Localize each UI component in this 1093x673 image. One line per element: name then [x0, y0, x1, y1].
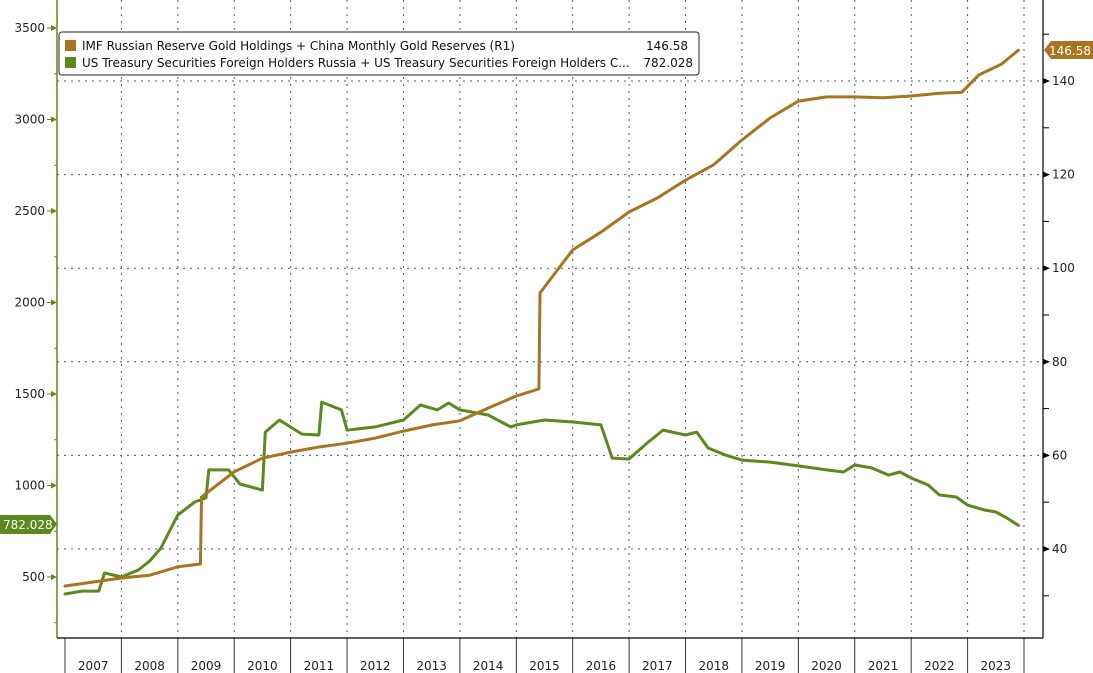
- left-tick-mark: [51, 25, 57, 31]
- left-tick-label: 2500: [14, 204, 45, 218]
- x-tick-label: 2010: [247, 659, 278, 673]
- series-layer: [63, 48, 1020, 596]
- right-tick-label: 140: [1052, 74, 1075, 88]
- badge-treasury-text: 782.028: [3, 518, 53, 532]
- x-tick-label: 2018: [698, 659, 729, 673]
- right-tick-mark: [1043, 358, 1050, 365]
- left-tick-label: 1000: [14, 479, 45, 493]
- x-tick-label: 2008: [134, 659, 165, 673]
- last-value-badge-gold: 146.58: [1044, 41, 1093, 59]
- left-tick-label: 3500: [14, 21, 45, 35]
- right-tick-label: 120: [1052, 168, 1075, 182]
- grid: [57, 0, 1043, 638]
- legend-label-gold: IMF Russian Reserve Gold Holdings + Chin…: [82, 39, 515, 53]
- left-axis-ticks: 500 1000 1500 2000 2500 3000 3500: [14, 21, 57, 624]
- left-tick-label: 3000: [14, 113, 45, 127]
- right-tick-mark: [1043, 546, 1050, 552]
- x-tick-label: 2012: [360, 659, 391, 673]
- legend-value-treasury: 782.028: [643, 56, 693, 70]
- right-tick-label: 80: [1052, 355, 1067, 369]
- left-tick-label: 1500: [14, 387, 45, 401]
- left-tick-mark: [51, 299, 57, 306]
- legend-label-treasury: US Treasury Securities Foreign Holders R…: [82, 56, 630, 70]
- last-value-badge-treasury: 782.028: [0, 515, 57, 534]
- left-tick-mark: [51, 482, 57, 489]
- x-tick-label: 2017: [642, 659, 673, 673]
- right-tick-label: 60: [1052, 448, 1067, 462]
- right-tick-label: 100: [1052, 261, 1075, 275]
- x-tick-label: 2015: [529, 659, 560, 673]
- legend-value-gold: 146.58: [646, 39, 688, 53]
- x-axis-ticks: 2007 2008 2009 2010 2011 2012 2013 2014 2015 2016…: [64, 638, 1025, 673]
- left-tick-mark: [51, 574, 57, 580]
- x-tick-label: 2021: [868, 659, 899, 673]
- x-tick-label: 2019: [755, 659, 786, 673]
- x-tick-label: 2016: [586, 659, 617, 673]
- x-tick-label: 2011: [304, 659, 335, 673]
- x-tick-label: 2009: [191, 659, 222, 673]
- legend-box: [58, 31, 700, 76]
- series-line-us-treasuries: [63, 400, 1020, 596]
- right-tick-mark: [1043, 265, 1050, 272]
- left-tick-label: 500: [22, 570, 45, 584]
- right-tick-mark: [1043, 452, 1050, 459]
- left-tick-mark: [51, 116, 57, 123]
- series-line-gold-reserves: [63, 48, 1020, 588]
- left-tick-label: 2000: [14, 296, 45, 310]
- right-axis-ticks: 40 60 80 100 120 140: [1043, 33, 1075, 597]
- right-tick-mark: [1043, 78, 1050, 84]
- legend-swatch-treasury: [65, 57, 76, 68]
- x-tick-label: 2023: [981, 659, 1012, 673]
- right-tick-mark: [1043, 171, 1050, 178]
- left-tick-mark: [51, 391, 57, 397]
- legend: IMF Russian Reserve Gold Holdings + Chin…: [58, 31, 700, 76]
- x-tick-label: 2022: [924, 659, 955, 673]
- badge-gold-text: 146.58: [1049, 44, 1091, 58]
- x-tick-label: 2007: [78, 659, 109, 673]
- x-tick-label: 2013: [416, 659, 447, 673]
- left-tick-mark: [51, 208, 57, 214]
- x-tick-label: 2014: [473, 659, 504, 673]
- x-tick-label: 2020: [811, 659, 842, 673]
- legend-swatch-gold: [65, 40, 76, 51]
- right-tick-label: 40: [1052, 542, 1067, 556]
